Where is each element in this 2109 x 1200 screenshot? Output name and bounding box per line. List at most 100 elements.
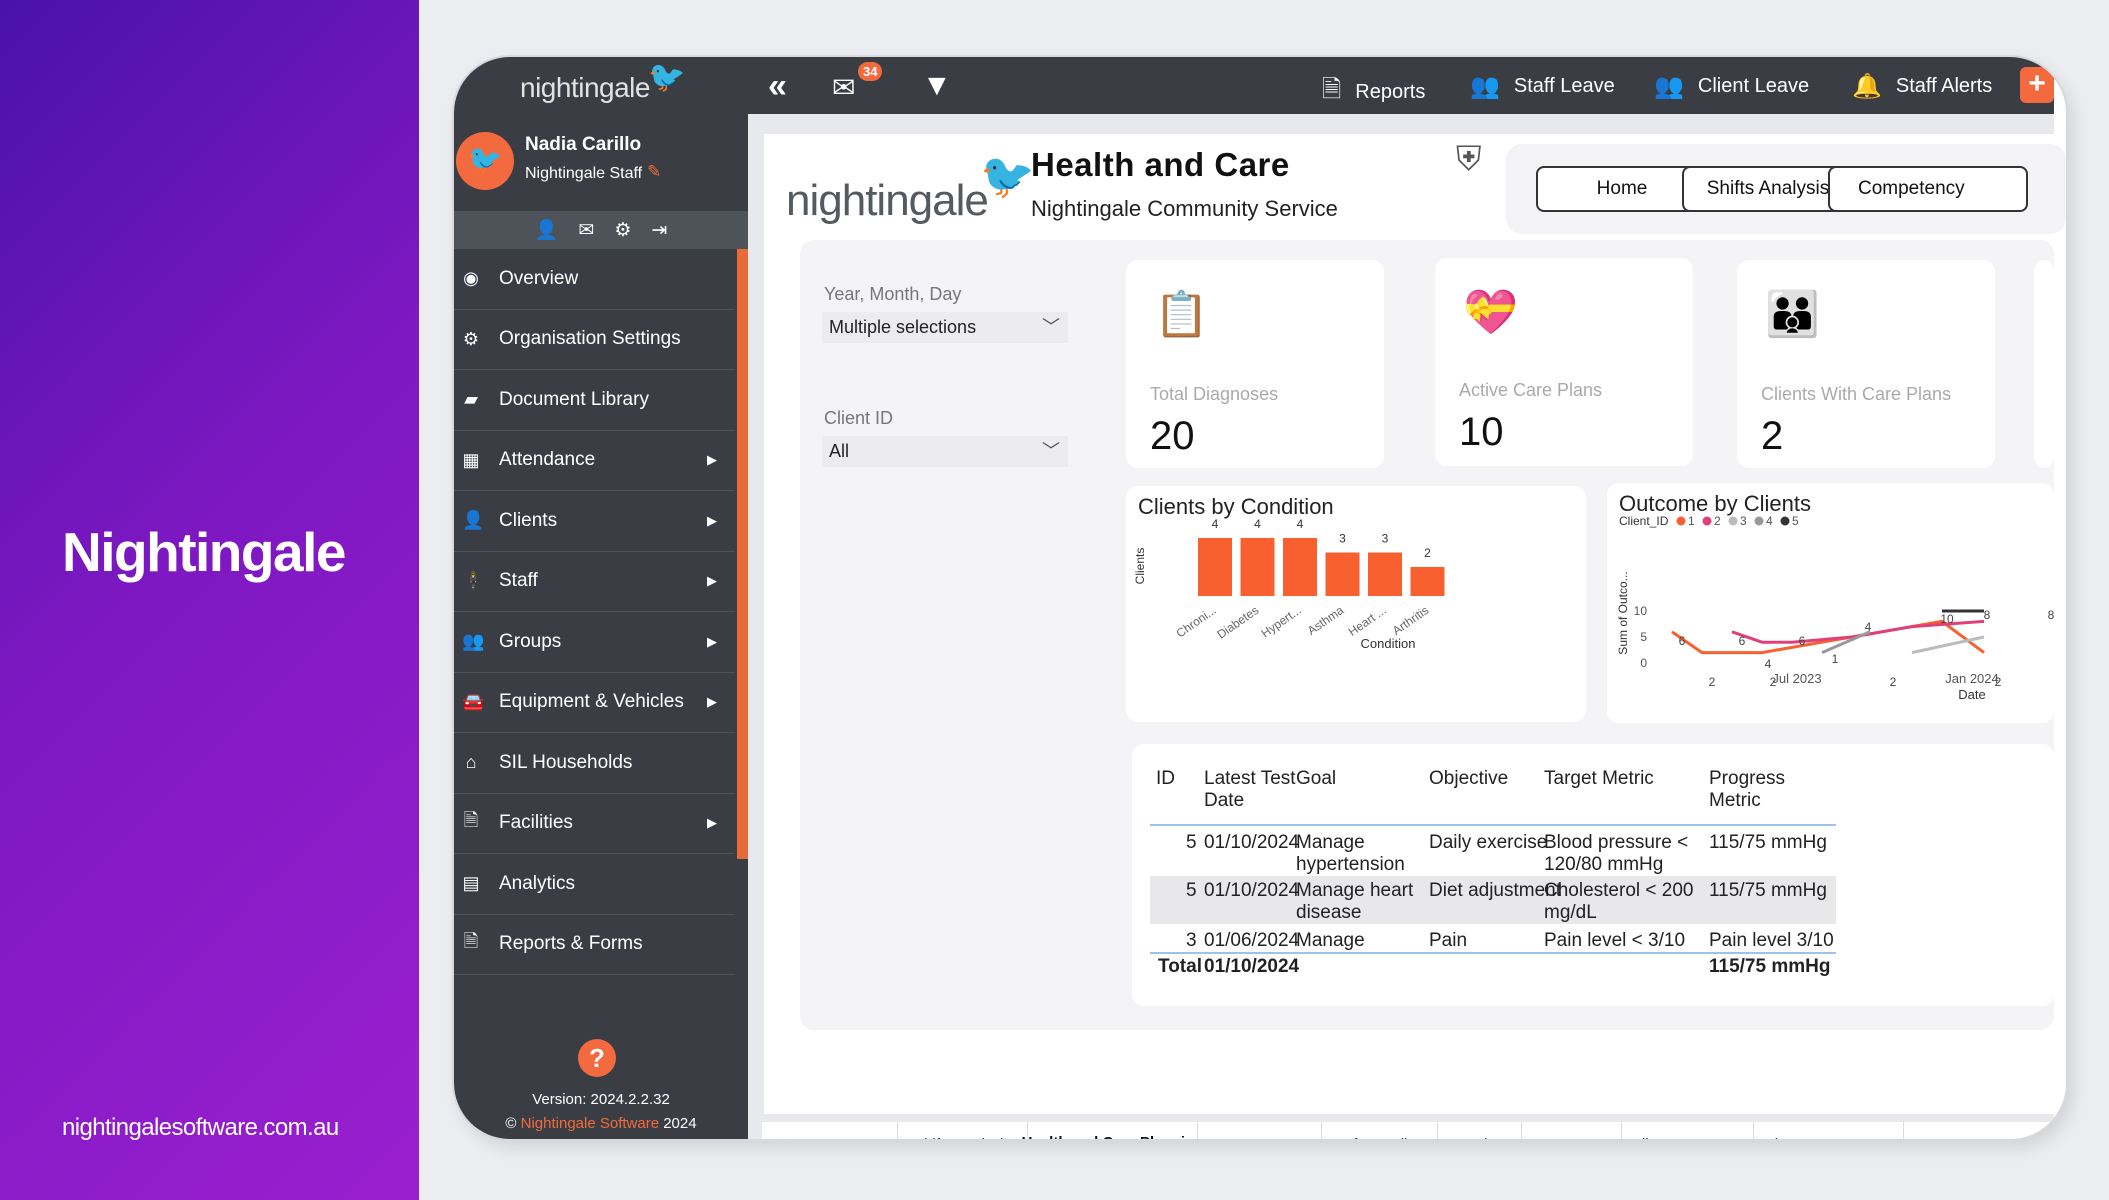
version-text: Version: 2024.2.2.32 bbox=[532, 1091, 670, 1108]
bar-data-label: 2 bbox=[1424, 546, 1431, 560]
table-total-row: Total 01/10/2024 115/75 mmHg bbox=[1156, 952, 1836, 982]
filter-date-value: Multiple selections bbox=[829, 317, 977, 337]
caret-right-icon: ▶ bbox=[707, 694, 717, 710]
bar-data-label: 4 bbox=[1254, 517, 1261, 531]
x-tick-label: Heart ... bbox=[1346, 603, 1389, 639]
sidebar-scrollbar[interactable] bbox=[737, 249, 748, 859]
profile-icon[interactable]: 👤 bbox=[534, 220, 559, 241]
line-data-label: 6 bbox=[1799, 634, 1806, 648]
tab-finance-statement[interactable]: Finance Statement bbox=[1754, 1122, 1904, 1139]
kpi-value: 10 bbox=[1459, 410, 1504, 454]
gear-icon: ⚙ bbox=[462, 328, 480, 349]
add-icon[interactable]: + bbox=[2020, 67, 2054, 103]
series-line-3 bbox=[1911, 635, 1985, 655]
sidebar-item-label: Organisation Settings bbox=[499, 328, 681, 350]
sidebar-item-attendance[interactable]: ▦ Attendance ▶ bbox=[454, 431, 735, 491]
cell-total-date: 01/10/2024 bbox=[1204, 956, 1300, 977]
chart-title: Clients by Condition bbox=[1138, 494, 1334, 519]
tab-invoice[interactable]: Invoice bbox=[1438, 1122, 1522, 1139]
tab-shifts-analysis[interactable]: Shifts Analysis bbox=[898, 1122, 1028, 1139]
cell-objective: Diet adjustment bbox=[1429, 880, 1562, 901]
sidebar-item-organisation-settings[interactable]: ⚙ Organisation Settings bbox=[454, 310, 735, 370]
table-row[interactable]: 5 01/10/2024 Manage heart disease Diet a… bbox=[1150, 876, 1836, 924]
sidebar-item-groups[interactable]: 👥 Groups ▶ bbox=[454, 612, 735, 673]
tab-competency[interactable]: Competency bbox=[1198, 1122, 1322, 1139]
col-header-objective: Objective bbox=[1429, 768, 1509, 789]
y-tick-label: 10 bbox=[1634, 604, 1648, 618]
sidebar-item-staff[interactable]: 🕴 Staff ▶ bbox=[454, 552, 735, 612]
sidebar-item-document-library[interactable]: ▰ Document Library bbox=[454, 370, 735, 431]
topbar-client-leave[interactable]: 👥 Client Leave bbox=[1654, 72, 1809, 101]
caret-right-icon: ▶ bbox=[707, 815, 717, 831]
line-data-label: 4 bbox=[1765, 657, 1772, 671]
settings-gear-icon[interactable]: ⚙ bbox=[614, 219, 632, 241]
tab-coverage[interactable]: Coverage bbox=[1522, 1122, 1622, 1139]
document-icon: 🗎 bbox=[1322, 76, 1342, 103]
sidebar-item-clients[interactable]: 👤 Clients ▶ bbox=[454, 491, 735, 552]
sidebar-item-analytics[interactable]: ▤ Analytics bbox=[454, 854, 735, 915]
person-icon: 👤 bbox=[462, 510, 485, 531]
legend-marker bbox=[1728, 516, 1738, 526]
house-icon: ⌂ bbox=[465, 752, 477, 773]
clipboard-icon: 📋 bbox=[1154, 290, 1209, 339]
bird-logo-icon: 🐦 bbox=[648, 61, 685, 94]
sidebar-item-overview[interactable]: ◉ Overview bbox=[454, 249, 735, 310]
user-panel: 🐦 Nadia Carillo Nightingale Staff ✎ bbox=[454, 114, 748, 211]
table-row[interactable]: 5 01/10/2024 Manage hypertension Daily e… bbox=[1156, 828, 1836, 876]
care-plan-table: ID Latest Test Date Goal Objective Targe… bbox=[1132, 744, 2054, 1006]
topbar-staff-alerts[interactable]: 🔔 Staff Alerts bbox=[1852, 72, 1992, 101]
mail-icon[interactable]: ✉ bbox=[832, 72, 856, 103]
edit-pencil-icon[interactable]: ✎ bbox=[647, 162, 662, 181]
filter-client-select[interactable]: All ﹀ bbox=[822, 436, 1068, 467]
sidebar-item-sil-households[interactable]: ⌂ SIL Households bbox=[454, 733, 735, 794]
app-logo[interactable]: nightingale 🐦 bbox=[520, 61, 685, 104]
sidebar-item-equipment-vehicles[interactable]: 🚘 Equipment & Vehicles ▶ bbox=[454, 673, 735, 733]
kpi-value: 20 bbox=[1150, 414, 1195, 458]
sidebar-item-facilities[interactable]: 🗎 Facilities ▶ bbox=[454, 794, 735, 854]
kpi-value: 2 bbox=[1761, 414, 1784, 458]
y-axis-label: Sum of Outco... bbox=[1616, 571, 1630, 654]
sidebar-item-label: Attendance bbox=[499, 449, 596, 471]
bar bbox=[1368, 552, 1402, 596]
groups-icon: 👥 bbox=[462, 631, 485, 652]
nav-home-button[interactable]: Home bbox=[1536, 166, 1708, 212]
sidebar-item-label: Overview bbox=[499, 267, 579, 289]
topbar-reports[interactable]: 🗎 Reports bbox=[1322, 72, 1425, 113]
caret-right-icon: ▶ bbox=[707, 512, 717, 528]
legend-entry: 5 bbox=[1792, 514, 1799, 528]
topbar-staff-alerts-label: Staff Alerts bbox=[1895, 75, 1993, 97]
filter-date-select[interactable]: Multiple selections ﹀ bbox=[822, 312, 1068, 343]
logout-icon[interactable]: ⇥ bbox=[651, 219, 668, 241]
eye-icon: ◉ bbox=[463, 268, 479, 289]
filter-icon[interactable]: ▼ bbox=[922, 69, 952, 102]
line-data-label: 6 bbox=[1679, 634, 1686, 648]
topbar-staff-leave[interactable]: 👥 Staff Leave bbox=[1470, 72, 1615, 101]
cell-date: 01/10/2024 bbox=[1204, 880, 1300, 901]
tab-client-movement[interactable]: Client Movement bbox=[1622, 1122, 1754, 1139]
kpi-clients-with-care-plans: 👪 Clients With Care Plans 2 bbox=[1737, 260, 1995, 468]
folder-icon: ▰ bbox=[464, 389, 478, 410]
y-tick-label: 0 bbox=[1640, 656, 1647, 670]
nav-competency-button[interactable]: Competency bbox=[1828, 166, 2028, 212]
messages-icon[interactable]: ✉ bbox=[578, 219, 595, 241]
help-icon[interactable]: ? bbox=[578, 1039, 616, 1077]
avatar[interactable]: 🐦 bbox=[456, 132, 514, 190]
calendar-icon: ▦ bbox=[462, 449, 480, 470]
tab-scroll-arrows-icon[interactable]: ◁▷ bbox=[766, 1136, 803, 1139]
tab-health-and-care-planning[interactable]: Health and Care Planning bbox=[1022, 1122, 1203, 1139]
cell-date: 01/06/2024 bbox=[1204, 930, 1300, 951]
cell-goal: Manage hypertension bbox=[1296, 832, 1405, 875]
table-row[interactable]: 3 01/06/2024 Manage chronic Pain Pain le… bbox=[1156, 926, 1836, 952]
sidebar-item-reports-forms[interactable]: 🗎 Reports & Forms bbox=[454, 915, 735, 975]
line-data-label: 2 bbox=[1995, 675, 2002, 689]
legend-marker bbox=[1754, 516, 1764, 526]
nav-shifts-analysis-button[interactable]: Shifts Analysis bbox=[1682, 166, 1854, 212]
copyright-company[interactable]: Nightingale Software bbox=[520, 1115, 660, 1132]
copyright: © Nightingale Software 2024 bbox=[454, 1115, 748, 1132]
promo-panel: Nightingale nightingalesoftware.com.au bbox=[0, 0, 419, 1200]
collapse-sidebar-icon[interactable]: « bbox=[768, 67, 787, 105]
y-tick-label: 5 bbox=[1640, 630, 1647, 644]
sidebar-item-label: Staff bbox=[499, 570, 538, 592]
tab-home[interactable]: Home bbox=[808, 1122, 898, 1139]
tab-safeguarding[interactable]: Safeguarding bbox=[1322, 1122, 1438, 1139]
